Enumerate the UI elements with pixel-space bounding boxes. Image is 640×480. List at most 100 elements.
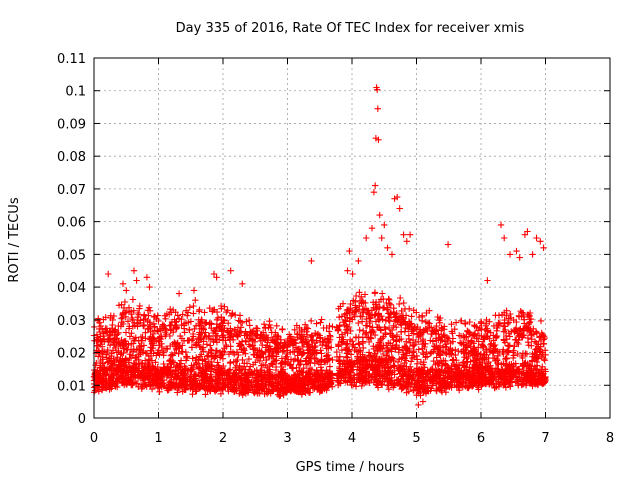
data-point: [237, 377, 244, 384]
data-point: [225, 329, 232, 336]
x-tick-label: 3: [283, 431, 291, 446]
data-point: [350, 341, 357, 348]
data-point: [408, 313, 415, 320]
data-point: [400, 299, 407, 307]
data-point: [419, 312, 426, 319]
y-tick-label: 0: [78, 412, 86, 427]
data-point: [473, 323, 480, 331]
data-point: [479, 344, 487, 351]
data-point: [268, 329, 275, 336]
data-point: [298, 339, 306, 346]
data-point: [202, 391, 209, 398]
data-point: [527, 315, 535, 323]
data-point: [387, 330, 394, 337]
data-point: [221, 325, 228, 332]
x-tick-label: 8: [606, 431, 614, 446]
data-point: [297, 335, 304, 342]
data-point: [465, 337, 472, 345]
data-point: [131, 319, 138, 326]
data-point: [237, 324, 245, 331]
data-point: [91, 387, 99, 394]
y-tick-label: 0.08: [57, 150, 86, 165]
data-point: [531, 338, 539, 345]
data-point: [338, 347, 346, 354]
data-point: [190, 302, 197, 310]
data-point: [442, 349, 449, 356]
data-point: [433, 354, 440, 361]
data-point: [317, 361, 325, 368]
data-point: [125, 325, 133, 332]
data-point: [224, 307, 231, 314]
data-point: [393, 324, 400, 331]
data-point: [228, 330, 235, 337]
data-point: [515, 340, 522, 348]
data-point: [355, 319, 362, 327]
data-point: [448, 321, 455, 328]
data-point: [121, 298, 129, 306]
y-axis-label: ROTI / TECUs: [7, 197, 22, 282]
y-tick-label: 0.09: [57, 117, 86, 132]
data-point: [242, 338, 249, 345]
data-point: [356, 341, 363, 348]
y-tick-label: 0.06: [57, 216, 86, 231]
data-point: [308, 366, 316, 373]
data-point: [303, 338, 311, 345]
data-point: [519, 381, 526, 388]
data-point: [218, 313, 225, 321]
data-point: [152, 359, 159, 366]
data-point: [363, 315, 370, 323]
data-point: [343, 353, 350, 360]
data-point: [526, 318, 534, 326]
data-point: [397, 294, 404, 302]
data-point: [359, 318, 366, 325]
data-point: [278, 359, 285, 367]
data-point: [424, 367, 431, 374]
data-point: [367, 335, 375, 342]
data-point: [352, 292, 360, 300]
chart-title: Day 335 of 2016, Rate Of TEC Index for r…: [176, 21, 525, 36]
data-point: [511, 343, 518, 350]
data-point: [421, 364, 428, 371]
data-point: [352, 333, 360, 341]
data-point: [461, 320, 469, 327]
data-point: [195, 372, 203, 379]
data-point: [174, 339, 181, 346]
data-point: [136, 305, 143, 312]
data-point: [184, 312, 191, 319]
data-point: [371, 331, 379, 339]
data-point: [470, 340, 477, 347]
x-tick-label: 7: [541, 431, 549, 446]
data-point: [406, 305, 413, 312]
data-point: [317, 347, 324, 354]
data-point: [422, 318, 430, 326]
data-point: [522, 382, 530, 389]
data-point: [343, 340, 350, 347]
data-point: [440, 331, 447, 339]
data-point: [188, 344, 196, 351]
data-point: [276, 393, 283, 400]
x-tick-label: 0: [90, 431, 98, 446]
data-point: [403, 389, 410, 396]
x-axis-label: GPS time / hours: [296, 460, 405, 475]
y-tick-label: 0.03: [57, 314, 86, 329]
data-point: [103, 354, 110, 361]
data-point: [128, 330, 135, 337]
data-point: [95, 353, 102, 360]
data-point: [186, 337, 193, 344]
x-tick-label: 5: [412, 431, 420, 446]
data-point: [263, 356, 270, 364]
data-point: [162, 315, 169, 322]
grid-lines: [94, 58, 610, 418]
data-point: [164, 345, 171, 353]
data-point: [220, 362, 227, 370]
data-point: [186, 304, 193, 311]
data-point: [487, 329, 494, 336]
data-point: [145, 304, 153, 311]
data-point: [476, 324, 483, 332]
data-point: [227, 343, 234, 350]
data-point: [478, 341, 486, 348]
data-point: [415, 346, 422, 353]
data-point: [235, 317, 242, 324]
data-point: [333, 348, 340, 356]
